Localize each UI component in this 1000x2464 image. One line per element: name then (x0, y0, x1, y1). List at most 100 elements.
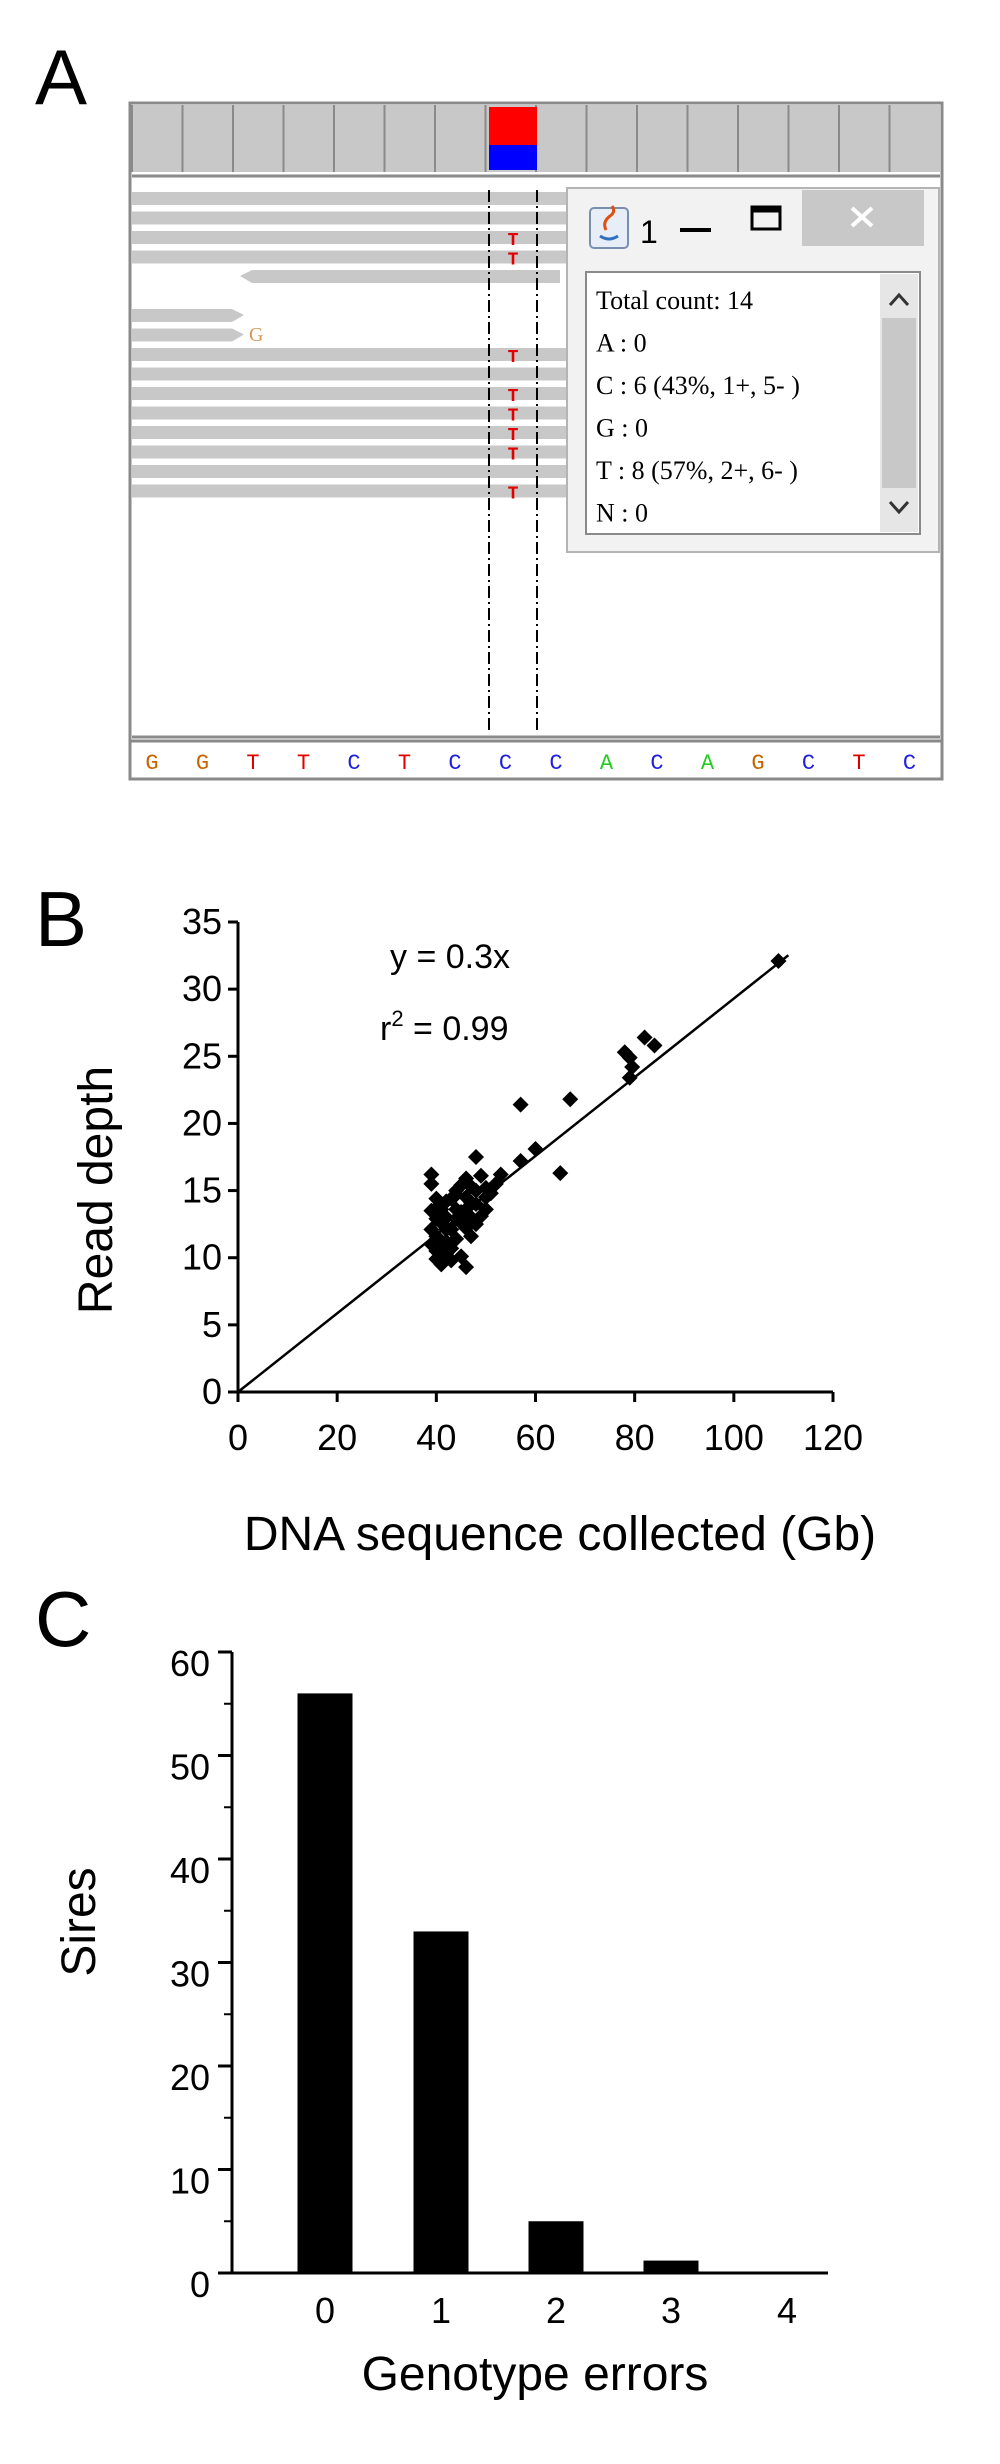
data-point (428, 1200, 445, 1217)
y-tick-label: 0 (190, 2264, 210, 2305)
maximize-icon[interactable] (750, 205, 782, 231)
bar-x-label: Genotype errors (362, 2348, 709, 2401)
reference-base: A (600, 751, 614, 776)
close-icon[interactable] (850, 206, 874, 228)
data-point (423, 1236, 440, 1253)
data-point (477, 1179, 494, 1196)
reference-base: A (701, 751, 715, 776)
read (132, 309, 244, 322)
data-point (433, 1236, 450, 1253)
y-tick-label: 25 (182, 1035, 222, 1076)
reference-base: C (650, 751, 663, 776)
popup-text-lines: Total count: 14 A : 0 C : 6 (43%, 1+, 5- )… (596, 286, 800, 528)
bar-y-label: Sires (53, 1867, 106, 1976)
x-tick-label: 100 (704, 1417, 764, 1458)
scatter-axes: 0 20 40 60 80 100 120 0 5 10 15 20 25 30 35 (182, 901, 863, 1458)
scrollbar-thumb[interactable] (882, 318, 916, 488)
y-tick-label: 10 (182, 1237, 222, 1278)
data-point (468, 1149, 484, 1165)
coverage-bar-top (489, 107, 537, 145)
mismatch-base: T (508, 426, 519, 446)
x-tick-label: 4 (777, 2290, 797, 2331)
y-tick-label: 40 (170, 1850, 210, 1891)
bar-axes: 0 10 20 30 40 50 60 0 1 2 3 4 (170, 1643, 828, 2331)
y-tick-label: 10 (170, 2161, 210, 2202)
data-point (458, 1201, 475, 1218)
fit-line (237, 954, 790, 1393)
scatter-y-label: Read depth (70, 1066, 123, 1314)
scatter-points (423, 952, 787, 1276)
data-point (646, 1037, 663, 1054)
mismatch-base: T (508, 231, 519, 251)
popup-text-line: C : 6 (43%, 1+, 5- ) (596, 371, 800, 400)
data-point (443, 1252, 460, 1269)
y-tick-label: 20 (182, 1102, 222, 1143)
data-point (453, 1248, 470, 1265)
x-tick-label: 2 (546, 2290, 566, 2331)
y-tick-label: 5 (202, 1304, 222, 1345)
x-tick-label: 1 (431, 2290, 451, 2331)
bar-chart: 0 10 20 30 40 50 60 0 1 2 3 4 Sires Genotype errors (53, 1643, 828, 2401)
reference-base: C (499, 751, 512, 776)
reference-base: G (196, 751, 209, 776)
data-point (624, 1059, 641, 1076)
data-point (621, 1069, 638, 1086)
base-count-popup: 1 Total count: 14 A : 0 C : 6 (43%, 1+, 5-… (566, 187, 940, 553)
close-button[interactable] (802, 190, 924, 246)
scroll-up-icon[interactable] (888, 292, 910, 307)
popup-text-line: Total count: 14 (596, 286, 753, 315)
data-point (472, 1167, 489, 1184)
reference-base: C (448, 751, 461, 776)
data-point (552, 1165, 569, 1182)
x-tick-label: 3 (661, 2290, 681, 2331)
data-point (636, 1029, 653, 1046)
reference-base: T (297, 751, 310, 776)
data-point (463, 1228, 480, 1245)
scroll-down-icon[interactable] (888, 500, 910, 515)
panel-label-a: A (35, 33, 88, 121)
y-tick-label: 50 (170, 1747, 210, 1788)
panel-label-c: C (35, 1575, 92, 1663)
data-point (472, 1208, 489, 1225)
bar (297, 1693, 353, 2273)
bar (413, 1931, 469, 2273)
data-point (562, 1091, 579, 1108)
data-point (448, 1201, 465, 1218)
data-point (448, 1186, 465, 1203)
data-point (458, 1170, 475, 1187)
reference-base: G (751, 751, 764, 776)
mismatch-base: T (508, 387, 519, 407)
y-tick-label: 20 (170, 2057, 210, 2098)
data-point (458, 1220, 475, 1237)
soft-clip-base: G (249, 324, 263, 346)
x-tick-label: 20 (317, 1417, 357, 1458)
y-tick-label: 30 (182, 968, 222, 1009)
reference-base: C (549, 751, 562, 776)
data-point (423, 1166, 440, 1183)
reference-base: G (145, 751, 158, 776)
mismatch-base: T (508, 251, 519, 271)
popup-text-line: T : 8 (57%, 2+, 6- ) (596, 456, 798, 485)
reference-base: C (802, 751, 815, 776)
fit-equation: y = 0.3x (390, 938, 510, 976)
reference-base: C (903, 751, 916, 776)
popup-text-line: G : 0 (596, 414, 648, 443)
reference-base: T (398, 751, 411, 776)
popup-content (585, 271, 921, 535)
y-tick-label: 35 (182, 901, 222, 942)
x-tick-label: 0 (228, 1417, 248, 1458)
mismatch-base: T (508, 446, 519, 466)
data-point (423, 1175, 440, 1192)
popup-text-line: N : 0 (596, 499, 648, 528)
data-point (512, 1096, 529, 1113)
x-tick-label: 40 (416, 1417, 456, 1458)
mismatch-base: T (508, 485, 519, 505)
java-icon (589, 205, 629, 249)
popup-scrollbar[interactable] (880, 274, 918, 532)
panel-label-b: B (35, 875, 88, 963)
y-tick-label: 30 (170, 1954, 210, 1995)
popup-title: 1 (640, 214, 658, 250)
data-point (770, 952, 787, 969)
